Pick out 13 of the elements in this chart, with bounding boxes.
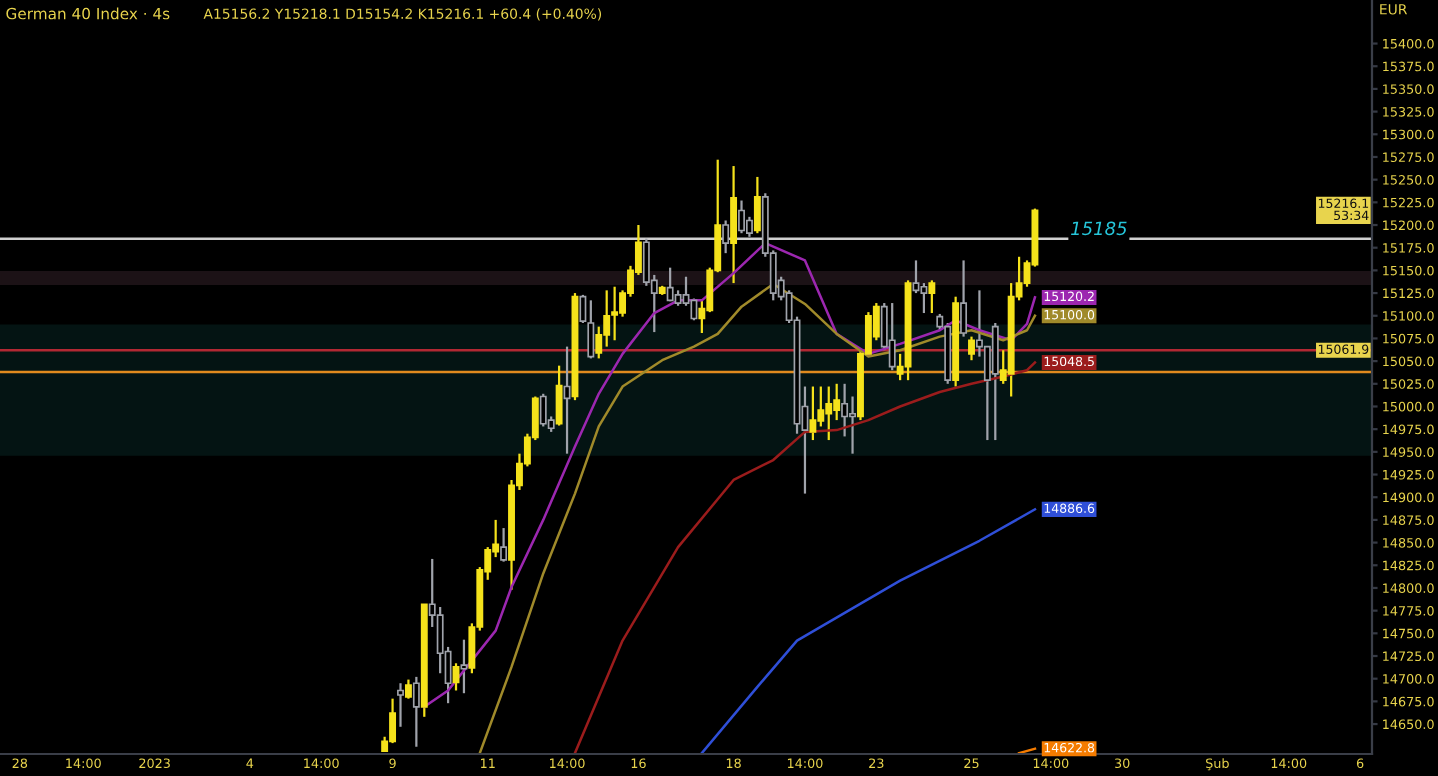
candlestick [730,164,738,285]
ref-line-label: 15185 [1071,221,1127,236]
line-series [700,508,1037,754]
candlestick [960,259,968,338]
candlestick [841,382,849,438]
candlestick [397,682,404,728]
candlestick [738,199,745,235]
candlestick [460,638,468,695]
line-series [573,361,1037,754]
line-series [423,241,1037,709]
candlestick [849,395,856,455]
candlestick [611,285,619,342]
candlestick [745,215,753,238]
